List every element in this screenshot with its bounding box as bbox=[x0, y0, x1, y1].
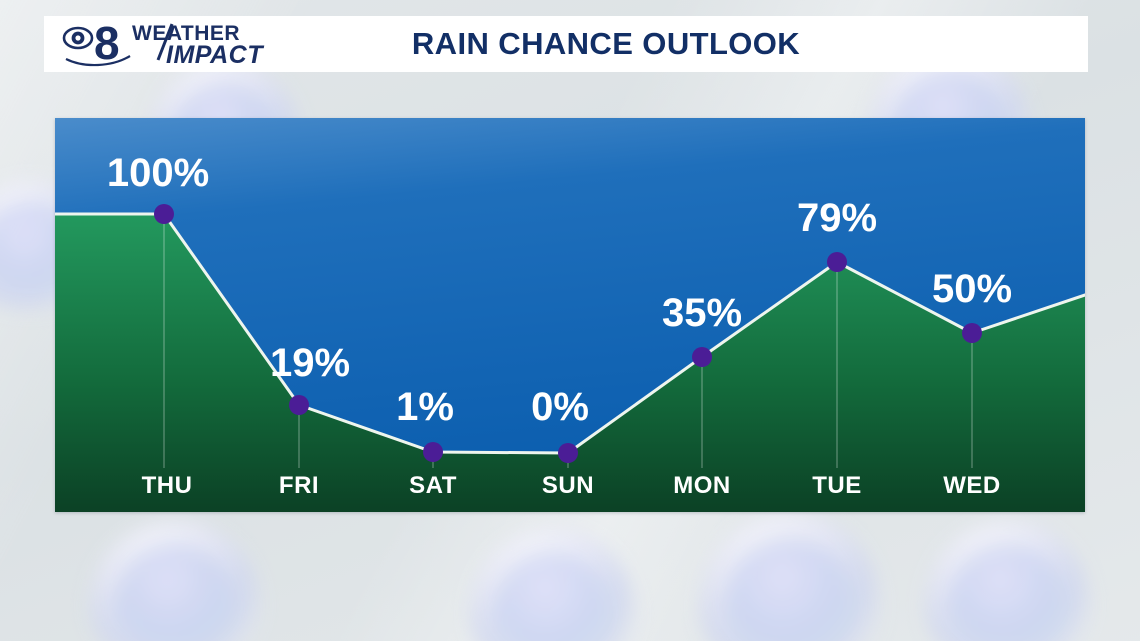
logo-swoosh bbox=[65, 55, 131, 67]
value-label-thu: 100% bbox=[107, 151, 209, 195]
data-point-fri[interactable] bbox=[289, 395, 309, 415]
day-label-fri: FRI bbox=[279, 472, 319, 499]
channel-number: 8 bbox=[94, 18, 120, 69]
day-label-sat: SAT bbox=[409, 472, 457, 499]
data-point-sat[interactable] bbox=[423, 442, 443, 462]
value-label-sat: 1% bbox=[396, 385, 454, 429]
weather-impact-logo: 8 WEATHER IMPACT bbox=[44, 16, 274, 72]
value-label-sun: 0% bbox=[531, 385, 589, 429]
data-point-sun[interactable] bbox=[558, 443, 578, 463]
logo-slash bbox=[156, 23, 174, 61]
brand-impact-text: IMPACT bbox=[166, 41, 265, 69]
page-title: RAIN CHANCE OUTLOOK bbox=[411, 26, 801, 61]
data-point-tue[interactable] bbox=[827, 252, 847, 272]
value-label-tue: 79% bbox=[797, 196, 877, 240]
chart-value-labels: 100% 19% 1% 0% 35% 79% 50% bbox=[107, 151, 1012, 429]
logo-graphic: 8 WEATHER IMPACT bbox=[62, 18, 265, 69]
data-point-mon[interactable] bbox=[692, 347, 712, 367]
value-label-mon: 35% bbox=[662, 291, 742, 335]
chart-data-points bbox=[154, 204, 982, 463]
data-point-wed[interactable] bbox=[962, 323, 982, 343]
brand-weather-text: WEATHER bbox=[132, 22, 240, 45]
rain-chance-chart: 100% 19% 1% 0% 35% 79% 50% THU bbox=[55, 118, 1085, 512]
value-label-fri: 19% bbox=[270, 341, 350, 385]
day-label-mon: MON bbox=[673, 472, 731, 499]
data-point-thu[interactable] bbox=[154, 204, 174, 224]
header-bar: 8 WEATHER IMPACT RAIN CHANCE OUTLOOK bbox=[44, 16, 1088, 72]
value-label-wed: 50% bbox=[932, 267, 1012, 311]
chart-day-labels: THU FRI SAT SUN MON TUE WED bbox=[142, 472, 1001, 499]
rain-chance-chart-panel: 100% 19% 1% 0% 35% 79% 50% THU bbox=[55, 118, 1085, 512]
cbs-eye-icon bbox=[62, 26, 94, 50]
day-label-sun: SUN bbox=[542, 472, 594, 499]
day-label-tue: TUE bbox=[812, 472, 862, 499]
day-label-wed: WED bbox=[943, 472, 1001, 499]
chart-area-fill bbox=[55, 214, 1085, 512]
day-label-thu: THU bbox=[142, 472, 193, 499]
